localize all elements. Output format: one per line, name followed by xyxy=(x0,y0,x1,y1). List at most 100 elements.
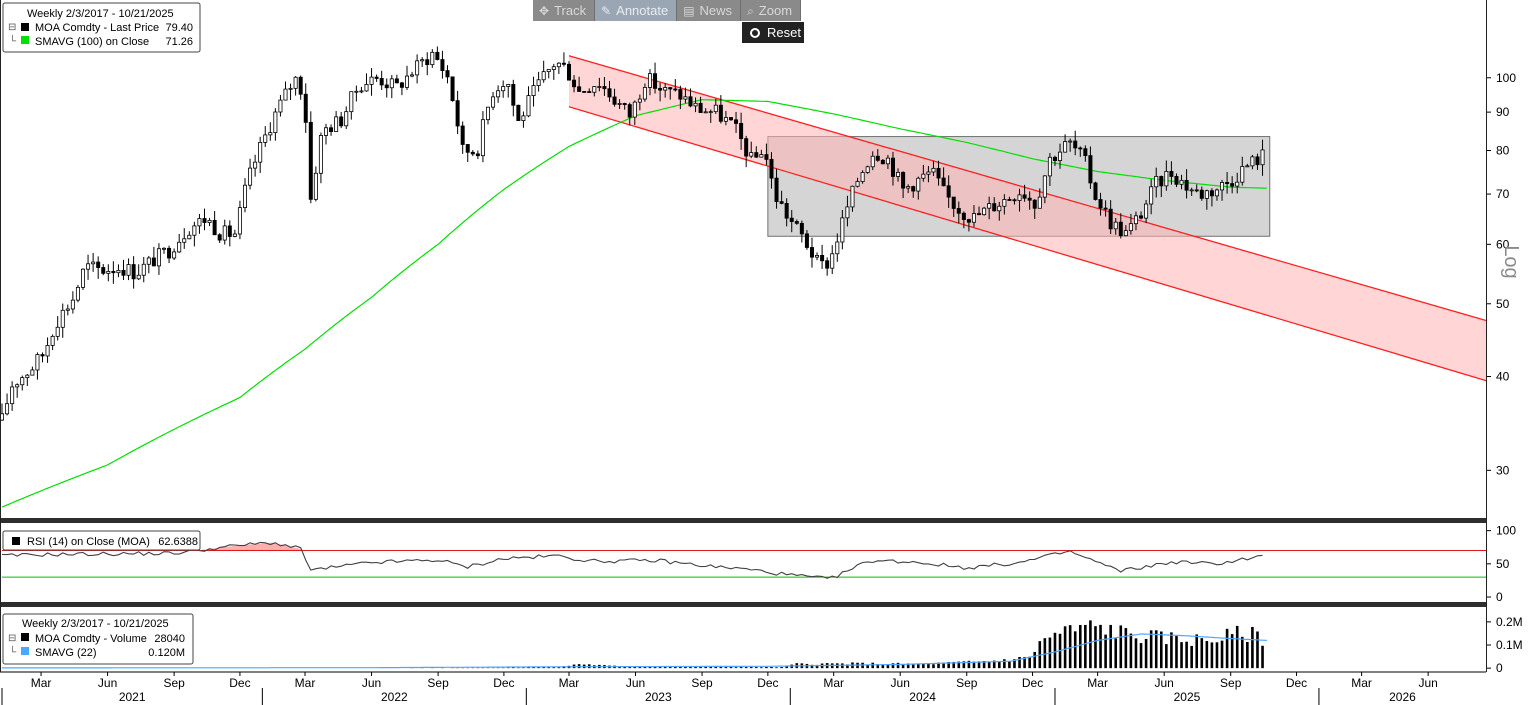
news-button[interactable]: ▤ News xyxy=(677,0,742,21)
candle-body xyxy=(1214,189,1219,197)
channel-lower-line[interactable] xyxy=(568,106,1487,382)
candle-body xyxy=(374,76,379,79)
volume-bar xyxy=(916,663,920,669)
candle-body xyxy=(911,186,916,192)
volume-bar xyxy=(1246,641,1249,669)
candle-body xyxy=(997,205,1002,212)
annotate-button[interactable]: ✎ Annotate xyxy=(595,0,678,21)
volume-bar xyxy=(957,661,961,669)
volume-bar xyxy=(1235,625,1239,669)
candle-body xyxy=(491,96,496,108)
price-panel: 30 40 50 60 70 80 90 100 xyxy=(0,46,1516,508)
volume-bar xyxy=(1256,631,1259,669)
candle-body xyxy=(384,84,389,89)
candle-body xyxy=(344,111,349,127)
candle-body xyxy=(1225,182,1230,184)
month-label: Mar xyxy=(1351,676,1372,690)
legend-period: Weekly 2/3/2017 - 10/21/2025 xyxy=(27,8,174,20)
volume-bar xyxy=(1109,624,1112,669)
volume-bar xyxy=(719,666,723,669)
month-label: Mar xyxy=(31,676,52,690)
month-label: Jun xyxy=(1154,676,1173,690)
candle-body xyxy=(749,152,754,157)
candle-body xyxy=(399,82,404,88)
log-scale-label[interactable]: Log xyxy=(1500,245,1522,278)
volume-bar xyxy=(1129,633,1133,669)
volume-bar xyxy=(987,661,991,669)
candle-body xyxy=(987,203,992,209)
candle-body xyxy=(931,167,936,173)
candle-body xyxy=(546,69,551,73)
candle-body xyxy=(870,155,875,168)
legend-collapse-icon[interactable]: ⊟ xyxy=(8,22,16,33)
volume-bar xyxy=(1261,645,1264,669)
volume-bar xyxy=(744,667,748,669)
legend-volume-collapse-icon[interactable]: ⊟ xyxy=(8,633,16,644)
volume-bar xyxy=(896,662,900,669)
candle-body xyxy=(1159,176,1164,187)
candle-body xyxy=(1154,176,1159,188)
volume-bar xyxy=(947,662,950,669)
candle-body xyxy=(278,99,283,113)
volume-swatch xyxy=(21,633,29,641)
candle-body xyxy=(212,219,217,236)
volume-bar xyxy=(1073,631,1077,669)
volume-bar xyxy=(1139,643,1143,669)
month-label: Mar xyxy=(559,676,580,690)
candle-body xyxy=(1058,151,1063,161)
candle-body xyxy=(708,111,713,114)
panel-separator-1[interactable] xyxy=(0,518,1487,523)
candle-body xyxy=(865,166,870,173)
candle-body xyxy=(561,62,566,65)
candle-body xyxy=(728,117,733,121)
candle-body xyxy=(992,203,997,212)
rsi-overbought-fill xyxy=(2,542,1267,551)
downtrend-channel[interactable] xyxy=(568,55,1486,381)
volume-bar xyxy=(891,663,895,669)
volume-bar xyxy=(962,661,966,669)
candle-body xyxy=(713,104,718,113)
rsi-panel: 0 50 100 xyxy=(1,524,1516,604)
volume-bar xyxy=(1230,634,1234,669)
price-tick-label: 60 xyxy=(1496,237,1510,251)
volume-bar xyxy=(739,666,743,669)
candle-body xyxy=(146,257,151,265)
candle-body xyxy=(617,103,622,105)
candle-body xyxy=(182,238,187,243)
volume-bar xyxy=(1144,638,1148,669)
candle-body xyxy=(526,95,531,117)
month-label: Sep xyxy=(163,676,185,690)
candle-body xyxy=(642,87,647,100)
candle-body xyxy=(177,241,182,253)
volume-bar xyxy=(1078,624,1082,669)
zoom-button[interactable]: ⌕ Zoom xyxy=(741,0,802,21)
volume-bar xyxy=(1089,620,1092,669)
volume-bar xyxy=(527,667,530,669)
legend-volume-value: 28040 xyxy=(154,633,185,645)
candle-body xyxy=(566,63,571,81)
candle-body xyxy=(1209,190,1214,197)
candle-body xyxy=(966,219,971,223)
volume-bar xyxy=(927,663,930,669)
candle-body xyxy=(75,286,80,301)
volume-bar xyxy=(643,666,647,669)
track-button[interactable]: ✥ Track xyxy=(533,0,596,21)
volume-tick-label: 0 xyxy=(1496,661,1503,675)
candle-body xyxy=(1052,156,1057,161)
volume-bar xyxy=(1104,634,1107,669)
volume-bar xyxy=(552,667,556,669)
candle-body xyxy=(151,257,156,267)
panel-separator-2[interactable] xyxy=(0,602,1487,607)
candle-body xyxy=(197,218,202,227)
volume-bar xyxy=(1165,644,1168,669)
candle-body xyxy=(237,207,242,235)
candle-body xyxy=(172,251,177,259)
reset-button[interactable]: Reset xyxy=(742,22,804,43)
candle-body xyxy=(1184,179,1189,191)
candle-body xyxy=(1078,147,1083,150)
volume-bar xyxy=(547,667,551,669)
candle-body xyxy=(111,271,116,274)
candle-body xyxy=(622,103,627,106)
candle-body xyxy=(587,91,592,93)
price-tick-label: 80 xyxy=(1496,144,1510,158)
